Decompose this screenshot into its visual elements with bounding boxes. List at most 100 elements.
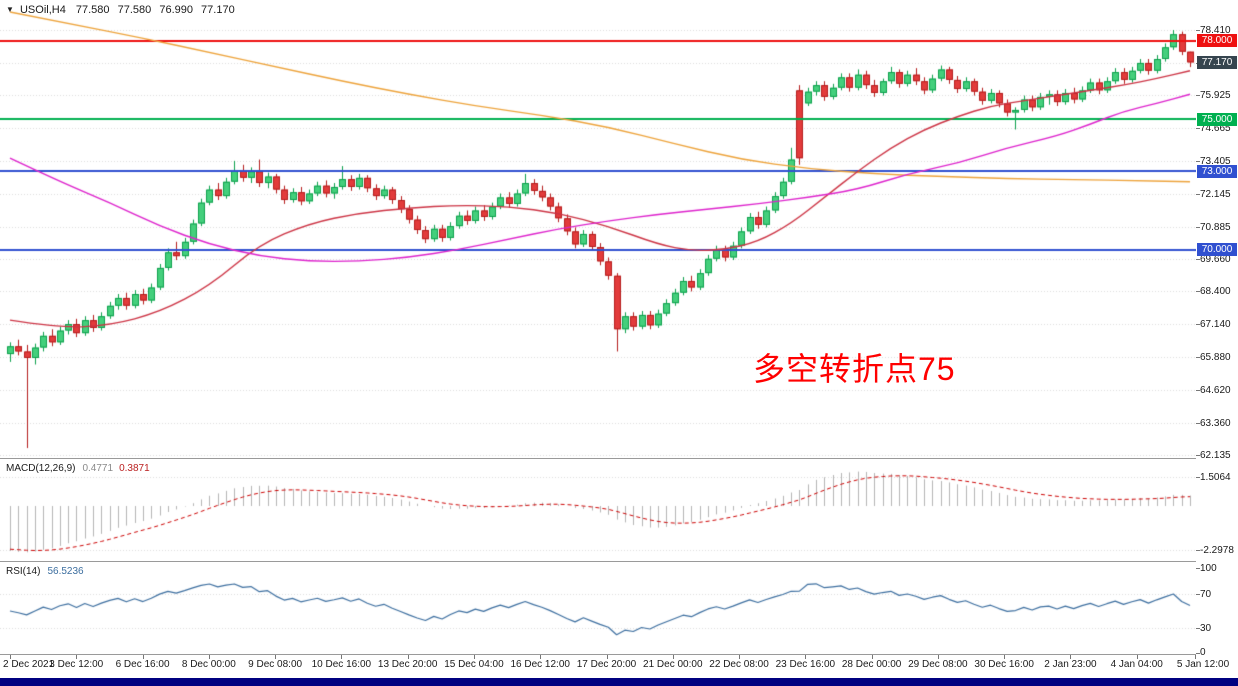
- price-level-badge: 73.000: [1197, 164, 1237, 178]
- time-axis-label: 10 Dec 16:00: [311, 659, 372, 670]
- price-axis-label: 67.140: [1200, 319, 1231, 331]
- price-level-badge: 75.000: [1197, 112, 1237, 126]
- price-axis-label: 62.135: [1200, 449, 1231, 461]
- time-axis-separator: [0, 654, 1238, 655]
- price-axis-tick: [1196, 357, 1200, 358]
- macd-axis-tick: [1196, 477, 1200, 478]
- rsi-axis-tick: [1196, 653, 1200, 654]
- macd-axis-tick: [1196, 550, 1200, 551]
- time-axis-tick: [540, 655, 541, 659]
- price-level-badge: 70.000: [1197, 243, 1237, 257]
- time-axis-label: 23 Dec 16:00: [775, 659, 836, 670]
- price-axis-label: 68.400: [1200, 286, 1231, 298]
- macd-panel-separator[interactable]: [0, 458, 1238, 459]
- time-axis-tick: [341, 655, 342, 659]
- rsi-axis-label: 100: [1200, 563, 1217, 574]
- price-axis-label: 78.410: [1200, 25, 1231, 37]
- price-axis-label: 75.925: [1200, 89, 1231, 101]
- time-axis[interactable]: 2 Dec 2021 3 Dec 12:00 6 Dec 16:00 8 Dec 00…: [0, 655, 1238, 678]
- ohlc-close: 77.170: [201, 4, 235, 16]
- time-axis-label: 15 Dec 04:00: [444, 659, 504, 670]
- rsi-axis-label: 70: [1200, 588, 1212, 600]
- price-axis-label: 64.620: [1200, 385, 1231, 397]
- price-axis-tick: [1196, 259, 1200, 260]
- price-axis-label: 73.405: [1200, 155, 1231, 167]
- time-axis-tick: [76, 655, 77, 659]
- symbol-dropdown-icon[interactable]: ▼: [6, 5, 14, 14]
- time-axis-tick: [607, 655, 608, 659]
- price-axis[interactable]: 78.41077.16575.92574.66573.40572.14570.8…: [1196, 0, 1238, 658]
- rsi-indicator-chart[interactable]: [0, 562, 1196, 654]
- time-axis-label: 4 Jan 04:00: [1110, 659, 1163, 670]
- rsi-name: RSI(14): [6, 566, 41, 577]
- price-level-badge: 78.000: [1197, 34, 1237, 48]
- macd-label: MACD(12,26,9) 0.4771 0.3871: [6, 463, 150, 474]
- time-axis-label: 8 Dec 00:00: [181, 659, 236, 670]
- price-axis-label: 74.665: [1200, 122, 1231, 134]
- time-axis-tick: [275, 655, 276, 659]
- time-axis-tick: [739, 655, 740, 659]
- time-axis-tick: [1070, 655, 1071, 659]
- ohlc-open: 77.580: [75, 4, 110, 16]
- rsi-label: RSI(14) 56.5236: [6, 566, 84, 577]
- macd-indicator-chart[interactable]: [0, 459, 1196, 561]
- time-axis-label: 29 Dec 08:00: [908, 659, 968, 670]
- rsi-axis-tick: [1196, 628, 1200, 629]
- time-axis-tick: [408, 655, 409, 659]
- macd-axis-label: 1.5064: [1200, 472, 1231, 484]
- time-axis-label: 2 Jan 23:00: [1044, 659, 1097, 670]
- price-axis-label: 69.660: [1200, 253, 1231, 265]
- price-axis-tick: [1196, 227, 1200, 228]
- window-bottom-edge: [0, 678, 1238, 686]
- time-axis-tick: [1004, 655, 1005, 659]
- time-axis-label: 3 Dec 12:00: [49, 659, 104, 670]
- price-axis-tick: [1196, 30, 1200, 31]
- ohlc-low: 76.990: [159, 4, 193, 16]
- time-axis-label: 17 Dec 20:00: [576, 659, 637, 670]
- time-axis-tick: [1195, 655, 1196, 659]
- price-axis-tick: [1196, 423, 1200, 424]
- rsi-axis-label: 30: [1200, 623, 1212, 635]
- rsi-panel-separator[interactable]: [0, 561, 1238, 562]
- time-axis-label: 9 Dec 08:00: [248, 659, 303, 670]
- time-axis-tick: [10, 655, 11, 659]
- time-axis-tick: [805, 655, 806, 659]
- price-axis-label: 65.880: [1200, 352, 1231, 364]
- price-axis-tick: [1196, 324, 1200, 325]
- macd-axis-label: -2.2978: [1200, 544, 1234, 556]
- time-axis-tick: [209, 655, 210, 659]
- price-axis-tick: [1196, 95, 1200, 96]
- time-axis-tick: [938, 655, 939, 659]
- time-axis-tick: [143, 655, 144, 659]
- time-axis-label: 22 Dec 08:00: [709, 659, 769, 670]
- time-axis-tick: [474, 655, 475, 659]
- price-axis-label: 72.145: [1200, 188, 1231, 200]
- price-axis-tick: [1196, 161, 1200, 162]
- time-axis-tick: [1137, 655, 1138, 659]
- main-price-chart[interactable]: [0, 0, 1196, 458]
- price-axis-label: 63.360: [1200, 418, 1231, 429]
- time-axis-label: 21 Dec 00:00: [643, 659, 703, 670]
- rsi-axis-label: 0: [1200, 647, 1206, 658]
- annotation-text: 多空转折点75: [753, 351, 956, 387]
- price-axis-tick: [1196, 128, 1200, 129]
- rsi-axis-tick: [1196, 594, 1200, 595]
- time-axis-label: 16 Dec 12:00: [510, 659, 570, 670]
- ohlc-high: 77.580: [117, 4, 152, 16]
- rsi-value: 56.5236: [47, 566, 84, 577]
- symbol-timeframe-label: USOil,H4: [19, 4, 66, 16]
- price-axis-label: 70.885: [1200, 221, 1231, 233]
- time-axis-label: 2 Dec 2021: [3, 659, 55, 670]
- time-axis-label: 6 Dec 16:00: [115, 659, 170, 670]
- price-axis-tick: [1196, 390, 1200, 391]
- time-axis-label: 30 Dec 16:00: [974, 659, 1034, 670]
- current-price-badge: 77.170: [1197, 55, 1237, 69]
- macd-main-value: 0.4771: [82, 463, 114, 474]
- macd-name: MACD(12,26,9): [6, 463, 76, 474]
- time-axis-tick: [872, 655, 873, 659]
- price-axis-tick: [1196, 291, 1200, 292]
- time-axis-tick: [673, 655, 674, 659]
- price-axis-tick: [1196, 194, 1200, 195]
- time-axis-label: 5 Jan 12:00: [1176, 659, 1230, 670]
- price-axis-tick: [1196, 455, 1200, 456]
